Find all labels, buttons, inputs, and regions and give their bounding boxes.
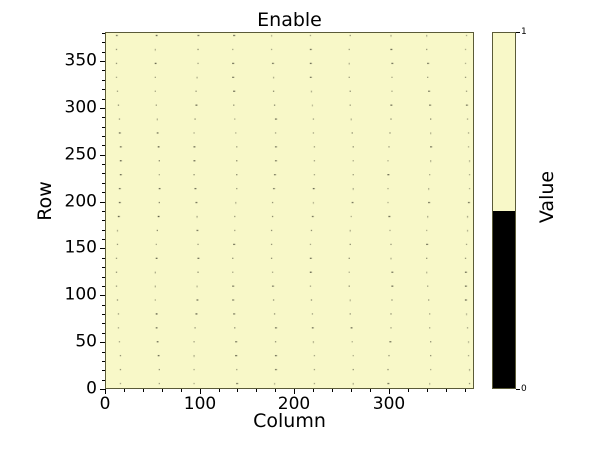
y-tick-mark <box>100 61 105 62</box>
colorbar-tick-label: 0 <box>521 384 527 394</box>
y-minor-tick-mark <box>102 89 105 90</box>
y-minor-tick-mark <box>102 52 105 53</box>
x-minor-tick-mark <box>313 389 314 392</box>
x-minor-tick-mark <box>332 389 333 392</box>
y-tick-mark <box>100 295 105 296</box>
colorbar-tick-mark <box>516 32 520 33</box>
x-minor-tick-mark <box>446 389 447 392</box>
y-minor-tick-mark <box>102 305 105 306</box>
x-minor-tick-mark <box>465 389 466 392</box>
y-minor-tick-mark <box>102 211 105 212</box>
y-minor-tick-mark <box>102 127 105 128</box>
y-minor-tick-mark <box>102 323 105 324</box>
x-tick-label: 200 <box>277 394 311 414</box>
y-minor-tick-mark <box>102 370 105 371</box>
x-minor-tick-mark <box>237 389 238 392</box>
y-tick-mark <box>100 108 105 109</box>
y-tick-mark <box>100 202 105 203</box>
x-tick-mark <box>200 389 201 394</box>
y-minor-tick-mark <box>102 286 105 287</box>
y-tick-label: 250 <box>64 144 97 165</box>
y-axis-label: Row <box>34 181 56 221</box>
colorbar-low-swatch <box>493 210 515 388</box>
x-tick-mark <box>105 389 106 394</box>
y-tick-mark <box>100 342 105 343</box>
page-title: Enable <box>257 9 322 31</box>
x-tick-mark <box>389 389 390 394</box>
y-minor-tick-mark <box>102 314 105 315</box>
x-minor-tick-mark <box>124 389 125 392</box>
x-minor-tick-mark <box>143 389 144 392</box>
heatmap-image <box>106 33 473 388</box>
y-tick-label: 50 <box>75 331 97 352</box>
y-minor-tick-mark <box>102 239 105 240</box>
x-minor-tick-mark <box>219 389 220 392</box>
colorbar <box>492 32 516 389</box>
y-minor-tick-mark <box>102 333 105 334</box>
y-tick-label: 150 <box>64 237 97 258</box>
y-minor-tick-mark <box>102 42 105 43</box>
x-tick-label: 0 <box>99 394 111 414</box>
y-minor-tick-mark <box>102 220 105 221</box>
x-minor-tick-mark <box>351 389 352 392</box>
x-tick-label: 100 <box>183 394 217 414</box>
x-tick-label: 300 <box>372 394 406 414</box>
y-minor-tick-mark <box>102 136 105 137</box>
colorbar-tick-mark <box>516 389 520 390</box>
heatmap-axes <box>105 32 474 389</box>
y-tick-label: 300 <box>64 97 97 118</box>
y-tick-label: 350 <box>64 50 97 71</box>
y-minor-tick-mark <box>102 230 105 231</box>
y-minor-tick-mark <box>102 352 105 353</box>
x-minor-tick-mark <box>275 389 276 392</box>
y-minor-tick-mark <box>102 33 105 34</box>
x-minor-tick-mark <box>162 389 163 392</box>
y-minor-tick-mark <box>102 183 105 184</box>
y-minor-tick-mark <box>102 267 105 268</box>
y-tick-label: 0 <box>86 378 97 399</box>
colorbar-tick-label: 1 <box>521 27 527 37</box>
colorbar-label: Value <box>536 170 558 224</box>
x-minor-tick-mark <box>427 389 428 392</box>
y-tick-label: 200 <box>64 191 97 212</box>
x-tick-mark <box>294 389 295 394</box>
y-minor-tick-mark <box>102 117 105 118</box>
x-minor-tick-mark <box>256 389 257 392</box>
y-tick-mark <box>100 155 105 156</box>
x-minor-tick-mark <box>370 389 371 392</box>
y-minor-tick-mark <box>102 173 105 174</box>
y-minor-tick-mark <box>102 380 105 381</box>
y-minor-tick-mark <box>102 145 105 146</box>
y-minor-tick-mark <box>102 192 105 193</box>
y-minor-tick-mark <box>102 361 105 362</box>
y-minor-tick-mark <box>102 99 105 100</box>
x-minor-tick-mark <box>181 389 182 392</box>
x-axis-label: Column <box>253 410 326 432</box>
colorbar-high-swatch <box>493 33 515 211</box>
y-tick-mark <box>100 248 105 249</box>
y-tick-mark <box>100 389 105 390</box>
y-minor-tick-mark <box>102 277 105 278</box>
x-minor-tick-mark <box>408 389 409 392</box>
y-tick-label: 100 <box>64 284 97 305</box>
y-minor-tick-mark <box>102 70 105 71</box>
y-minor-tick-mark <box>102 80 105 81</box>
y-minor-tick-mark <box>102 258 105 259</box>
y-minor-tick-mark <box>102 164 105 165</box>
